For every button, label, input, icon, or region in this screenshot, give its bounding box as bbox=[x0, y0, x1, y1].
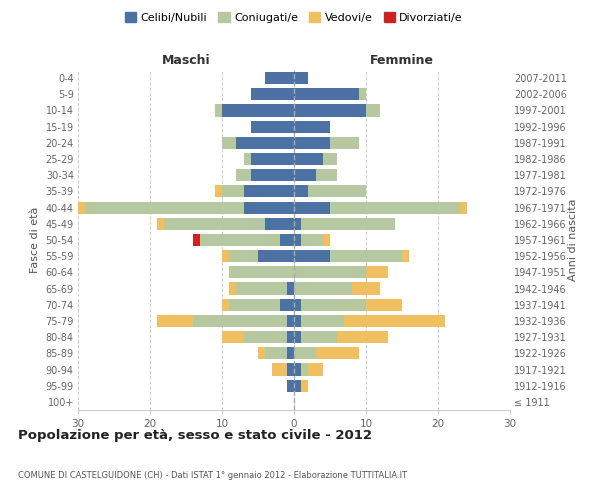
Bar bbox=[200, 234, 280, 246]
Bar bbox=[287, 315, 294, 327]
Bar bbox=[272, 364, 287, 376]
Bar bbox=[323, 153, 337, 165]
Bar bbox=[157, 315, 193, 327]
Bar bbox=[294, 72, 308, 84]
Bar bbox=[294, 250, 330, 262]
Bar bbox=[301, 218, 395, 230]
Legend: Celibi/Nubili, Coniugati/e, Vedovi/e, Divorziati/e: Celibi/Nubili, Coniugati/e, Vedovi/e, Di… bbox=[121, 8, 467, 28]
Bar bbox=[222, 298, 229, 311]
Text: Popolazione per età, sesso e stato civile - 2012: Popolazione per età, sesso e stato civil… bbox=[18, 430, 372, 442]
Bar bbox=[301, 315, 344, 327]
Bar bbox=[294, 380, 301, 392]
Bar bbox=[294, 234, 301, 246]
Bar bbox=[85, 202, 244, 213]
Text: Femmine: Femmine bbox=[370, 54, 434, 67]
Bar bbox=[366, 298, 402, 311]
Bar bbox=[366, 104, 380, 117]
Bar bbox=[366, 266, 388, 278]
Bar bbox=[294, 364, 301, 376]
Bar bbox=[265, 218, 294, 230]
Bar bbox=[251, 169, 294, 181]
Bar bbox=[308, 364, 323, 376]
Bar bbox=[229, 282, 236, 294]
Bar bbox=[301, 364, 308, 376]
Bar bbox=[251, 120, 294, 132]
Bar bbox=[294, 202, 330, 213]
Bar bbox=[280, 234, 294, 246]
Bar bbox=[294, 298, 301, 311]
Bar bbox=[352, 282, 380, 294]
Bar bbox=[287, 282, 294, 294]
Bar bbox=[330, 250, 402, 262]
Bar bbox=[460, 202, 467, 213]
Bar bbox=[236, 169, 251, 181]
Bar bbox=[294, 88, 359, 101]
Y-axis label: Anni di nascita: Anni di nascita bbox=[568, 198, 578, 281]
Bar bbox=[294, 153, 323, 165]
Bar bbox=[229, 250, 258, 262]
Bar bbox=[294, 120, 330, 132]
Bar bbox=[301, 234, 323, 246]
Bar bbox=[164, 218, 265, 230]
Bar bbox=[287, 364, 294, 376]
Bar bbox=[244, 153, 251, 165]
Bar bbox=[308, 186, 366, 198]
Bar bbox=[287, 348, 294, 360]
Bar bbox=[287, 380, 294, 392]
Bar bbox=[294, 282, 352, 294]
Bar bbox=[330, 137, 359, 149]
Bar bbox=[258, 348, 265, 360]
Bar bbox=[323, 234, 330, 246]
Bar bbox=[294, 315, 301, 327]
Bar bbox=[280, 298, 294, 311]
Bar bbox=[294, 169, 316, 181]
Bar bbox=[244, 331, 287, 343]
Bar bbox=[294, 186, 308, 198]
Bar bbox=[330, 202, 460, 213]
Bar bbox=[215, 104, 222, 117]
Bar bbox=[236, 137, 294, 149]
Bar bbox=[229, 266, 294, 278]
Bar bbox=[265, 348, 287, 360]
Bar bbox=[294, 104, 366, 117]
Bar bbox=[301, 298, 366, 311]
Bar bbox=[294, 348, 316, 360]
Bar bbox=[157, 218, 164, 230]
Y-axis label: Fasce di età: Fasce di età bbox=[30, 207, 40, 273]
Text: COMUNE DI CASTELGUIDONE (CH) - Dati ISTAT 1° gennaio 2012 - Elaborazione TUTTITA: COMUNE DI CASTELGUIDONE (CH) - Dati ISTA… bbox=[18, 471, 407, 480]
Bar bbox=[294, 218, 301, 230]
Bar bbox=[251, 88, 294, 101]
Bar bbox=[193, 234, 200, 246]
Bar bbox=[222, 104, 294, 117]
Bar bbox=[78, 202, 85, 213]
Bar bbox=[294, 331, 301, 343]
Bar bbox=[222, 186, 244, 198]
Bar bbox=[215, 186, 222, 198]
Bar bbox=[244, 202, 294, 213]
Bar bbox=[265, 72, 294, 84]
Bar bbox=[229, 298, 280, 311]
Bar bbox=[301, 380, 308, 392]
Bar bbox=[222, 137, 236, 149]
Bar bbox=[222, 331, 244, 343]
Bar bbox=[222, 250, 229, 262]
Bar bbox=[294, 137, 330, 149]
Bar bbox=[193, 315, 287, 327]
Bar bbox=[301, 331, 337, 343]
Bar bbox=[344, 315, 445, 327]
Bar bbox=[251, 153, 294, 165]
Bar bbox=[287, 331, 294, 343]
Bar bbox=[402, 250, 409, 262]
Bar bbox=[294, 266, 366, 278]
Bar bbox=[258, 250, 294, 262]
Bar bbox=[244, 186, 294, 198]
Bar bbox=[236, 282, 287, 294]
Bar bbox=[337, 331, 388, 343]
Bar bbox=[316, 169, 337, 181]
Text: Maschi: Maschi bbox=[161, 54, 211, 67]
Bar bbox=[359, 88, 366, 101]
Bar bbox=[316, 348, 359, 360]
